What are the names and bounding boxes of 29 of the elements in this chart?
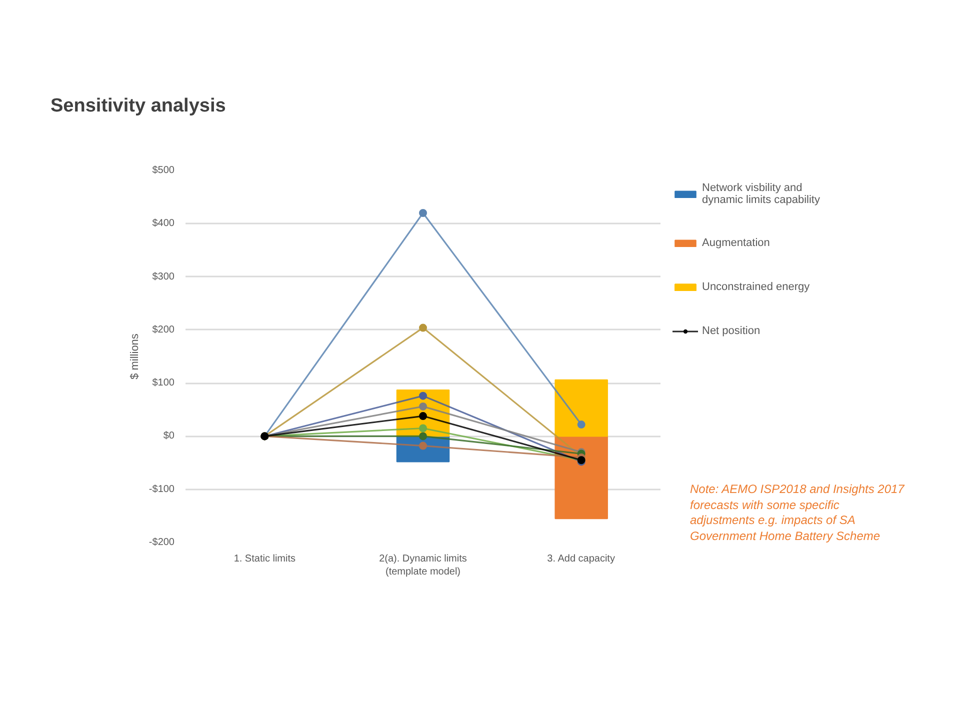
legend-label: Network visbility and dynamic limits capability — [702, 182, 820, 206]
y-tick-label: -$200 — [148, 537, 175, 548]
legend-label: Unconstrained energy — [702, 280, 810, 294]
point — [419, 392, 427, 400]
y-axis-title: $ millions — [128, 333, 141, 380]
y-tick-label: $300 — [152, 271, 175, 282]
x-tick-label: 3. Add capacity — [547, 554, 615, 564]
point — [419, 442, 427, 450]
bar — [554, 436, 608, 520]
y-tick-label: $200 — [152, 324, 175, 336]
legend-label: Augmentation — [702, 236, 770, 250]
bar — [554, 379, 608, 437]
point — [419, 432, 427, 440]
chart-title: Sensitivity analysis — [50, 96, 226, 116]
point — [419, 424, 427, 432]
y-tick-label: $400 — [152, 218, 175, 230]
point — [577, 420, 586, 429]
point — [419, 412, 427, 420]
x-tick-label: 2(a). Dynamic limits (template model) — [379, 554, 467, 578]
x-tick-label: 1. Static limits — [234, 554, 296, 564]
text: Note: AEMO ISP2018 and Insights 2017 forecasts with some specific adjustments e.g. impacts of SA Government Home Battery Scheme — [690, 482, 905, 544]
point — [419, 324, 427, 332]
y-tick-label: $100 — [152, 378, 175, 389]
y-tick-label: -$100 — [148, 484, 175, 495]
point — [419, 402, 427, 410]
legend-label: Net position — [702, 324, 760, 338]
point — [419, 209, 427, 218]
y-tick-label: $500 — [152, 165, 175, 176]
y-tick-label: $0 — [163, 430, 175, 442]
